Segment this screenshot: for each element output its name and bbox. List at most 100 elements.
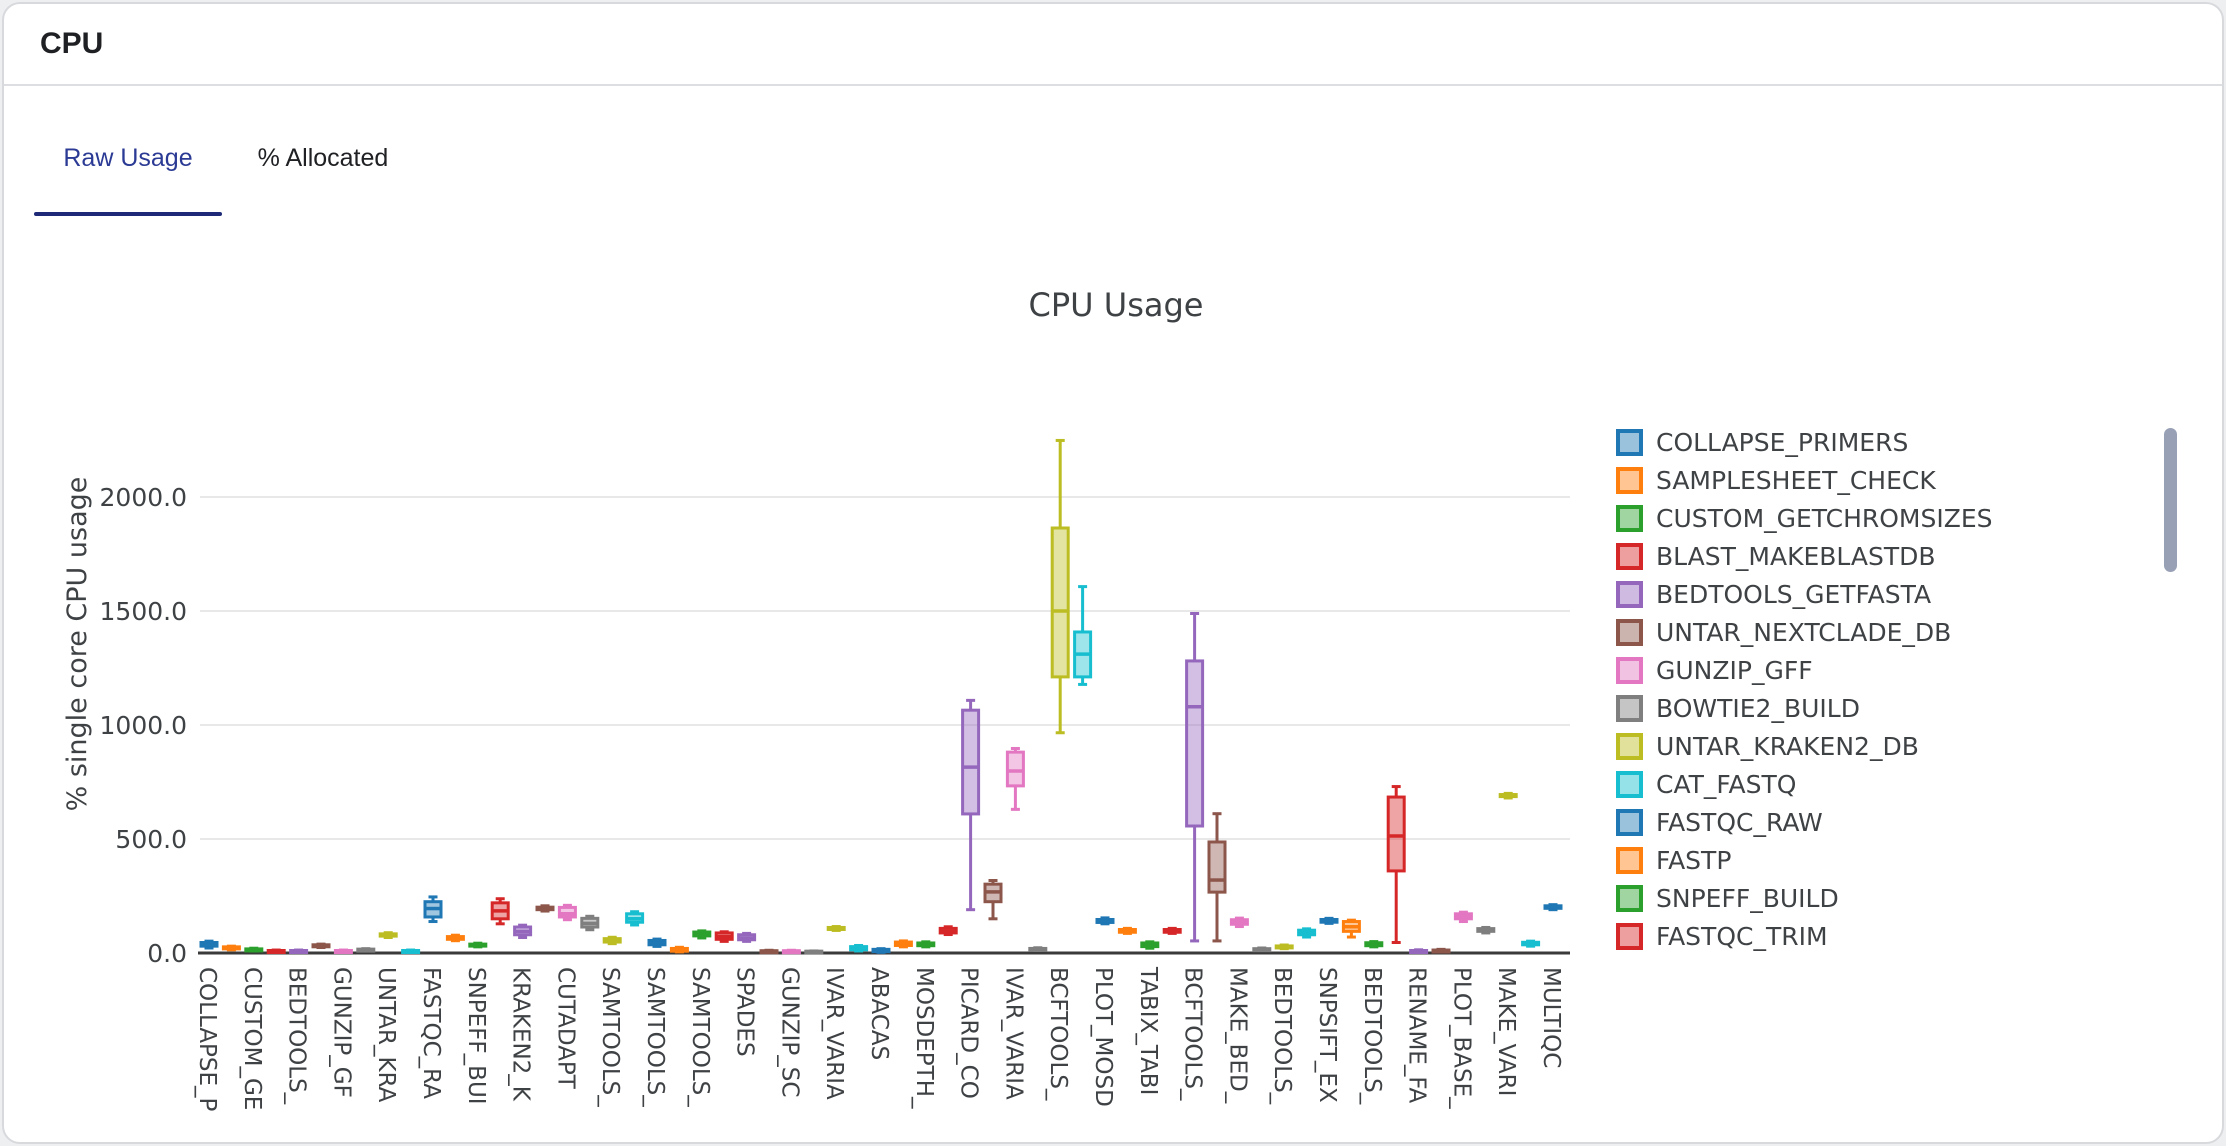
box-plot-item[interactable]: [1297, 927, 1317, 939]
box-plot-item[interactable]: [1252, 946, 1272, 953]
box-plot-item[interactable]: [401, 948, 421, 954]
box-plot-item[interactable]: [490, 897, 510, 926]
x-tick-label: SNPEFF_BUI: [463, 967, 489, 1105]
x-tick-label: MULTIQC: [1538, 967, 1564, 1068]
legend-swatch-icon: [1616, 922, 1643, 950]
box-plot-item[interactable]: [826, 925, 846, 932]
box-plot-item[interactable]: [669, 945, 689, 954]
legend-item-bowtie2_build[interactable]: BOWTIE2_BUILD: [1616, 689, 1993, 727]
box-plot-item[interactable]: [1028, 946, 1048, 952]
x-tick-label: CUSTOM_GE: [239, 967, 265, 1110]
legend-item-custom_getchromsizes[interactable]: CUSTOM_GETCHROMSIZES: [1616, 499, 1993, 537]
box-plot-item[interactable]: [311, 942, 331, 950]
box-plot-item[interactable]: [1162, 926, 1182, 935]
tab-raw-usage[interactable]: Raw Usage: [34, 100, 222, 216]
box-plot-item[interactable]: [378, 931, 398, 939]
legend-swatch-icon: [1616, 580, 1643, 608]
box-plot-item[interactable]: [893, 939, 913, 949]
x-tick-label: FASTQC_RA: [418, 967, 444, 1099]
legend-swatch-icon: [1616, 504, 1643, 532]
box-plot-item[interactable]: [759, 948, 779, 955]
box-plot-item[interactable]: [1498, 791, 1518, 800]
box-plot-item[interactable]: [1274, 943, 1294, 951]
box-plot-item[interactable]: [983, 878, 1003, 921]
box-plot-item[interactable]: [1117, 926, 1137, 935]
box-plot-item[interactable]: [333, 948, 353, 954]
box-plot-item[interactable]: [692, 929, 712, 940]
box-plot-item[interactable]: [1341, 918, 1361, 939]
box-plot-item[interactable]: [602, 935, 622, 946]
x-tick-label: SNPSIFT_EX: [1314, 967, 1340, 1103]
legend-swatch-icon: [1616, 466, 1643, 494]
box-plot-item[interactable]: [266, 948, 286, 954]
x-tick-label: MOSDEPTH_: [911, 967, 937, 1109]
box-plot-item[interactable]: [1431, 947, 1451, 954]
box-plot-item[interactable]: [1319, 916, 1339, 925]
box-plot-item[interactable]: [1185, 612, 1205, 943]
box-plot-item[interactable]: [445, 933, 465, 943]
tab-bar: Raw Usage % Allocated: [4, 100, 2222, 216]
box-plot-item[interactable]: [871, 947, 891, 954]
box-plot-item[interactable]: [781, 948, 801, 955]
x-tick-label: GUNZIP_SC: [776, 967, 802, 1097]
box-plot-item[interactable]: [647, 937, 667, 948]
legend-item-blast_makeblastdb[interactable]: BLAST_MAKEBLASTDB: [1616, 537, 1993, 575]
box-plot-item[interactable]: [1095, 916, 1115, 926]
box-plot-item[interactable]: [938, 925, 958, 937]
box-plot-item[interactable]: [961, 698, 981, 912]
box-plot-item[interactable]: [804, 949, 824, 955]
box-plot-item[interactable]: [199, 939, 219, 950]
box-plot-item[interactable]: [221, 944, 241, 952]
box-plot-item[interactable]: [244, 946, 264, 953]
legend-scrollbar-thumb[interactable]: [2164, 428, 2177, 572]
box-plot-item[interactable]: [849, 943, 869, 953]
legend-item-bedtools_getfasta[interactable]: BEDTOOLS_GETFASTA: [1616, 575, 1993, 613]
box-plot-item[interactable]: [557, 903, 577, 922]
box-plot-item[interactable]: [714, 930, 734, 943]
legend-swatch-icon: [1616, 846, 1643, 874]
box-plot-item[interactable]: [1386, 785, 1406, 945]
legend-item-gunzip_gff[interactable]: GUNZIP_GFF: [1616, 651, 1993, 689]
box-plot-item[interactable]: [513, 923, 533, 939]
box-plot-item[interactable]: [1543, 903, 1563, 912]
legend-item-fastqc_raw[interactable]: FASTQC_RAW: [1616, 803, 1993, 841]
legend-item-snpeff_build[interactable]: SNPEFF_BUILD: [1616, 879, 1993, 917]
box-plot-item[interactable]: [916, 940, 936, 949]
box-plot-item[interactable]: [625, 910, 645, 927]
legend-item-untar_nextclade_db[interactable]: UNTAR_NEXTCLADE_DB: [1616, 613, 1993, 651]
box-plot-item[interactable]: [1476, 925, 1496, 935]
box-plot-item[interactable]: [1140, 940, 1160, 950]
legend-item-samplesheet_check[interactable]: SAMPLESHEET_CHECK: [1616, 461, 1993, 499]
box-plot-item[interactable]: [468, 941, 488, 949]
box-plot-item[interactable]: [1453, 910, 1473, 924]
legend-item-fastp[interactable]: FASTP: [1616, 841, 1993, 879]
legend-item-untar_kraken2_db[interactable]: UNTAR_KRAKEN2_DB: [1616, 727, 1993, 765]
box-plot-item[interactable]: [289, 948, 309, 954]
box-plot-item[interactable]: [1073, 585, 1093, 686]
tab-percent-allocated[interactable]: % Allocated: [248, 100, 398, 216]
box-plot-item[interactable]: [1005, 746, 1025, 811]
box-plot-item[interactable]: [1229, 916, 1249, 929]
page-title: CPU: [40, 27, 104, 60]
box-plot-item[interactable]: [1521, 939, 1541, 948]
x-tick-label: KRAKEN2_K: [508, 967, 534, 1102]
legend-item-cat_fastq[interactable]: CAT_FASTQ: [1616, 765, 1993, 803]
box-plot-item[interactable]: [1409, 948, 1429, 954]
legend-item-collapse_primers[interactable]: COLLAPSE_PRIMERS: [1616, 423, 1993, 461]
box-plot-item[interactable]: [423, 895, 443, 924]
box-plot-item[interactable]: [580, 914, 600, 932]
legend-item-label: FASTQC_RAW: [1656, 807, 1823, 837]
x-tick-label: SAMTOOLS_: [687, 967, 713, 1107]
box-plot-item[interactable]: [1364, 940, 1384, 949]
x-tick-label: SPADES: [732, 967, 758, 1057]
x-tick-label: MAKE_BED_: [1224, 967, 1250, 1104]
box-plot-item[interactable]: [1207, 812, 1227, 943]
box-plot-item[interactable]: [535, 904, 555, 913]
box-plot-item[interactable]: [1050, 438, 1070, 735]
box-plot-item[interactable]: [356, 947, 376, 953]
section-header: CPU: [4, 4, 2222, 86]
legend-item-fastqc_trim[interactable]: FASTQC_TRIM: [1616, 917, 1993, 955]
x-tick-label: CUTADAPT: [552, 967, 578, 1090]
x-tick-label: IVAR_VARIA: [1000, 967, 1026, 1100]
box-plot-item[interactable]: [737, 931, 757, 943]
